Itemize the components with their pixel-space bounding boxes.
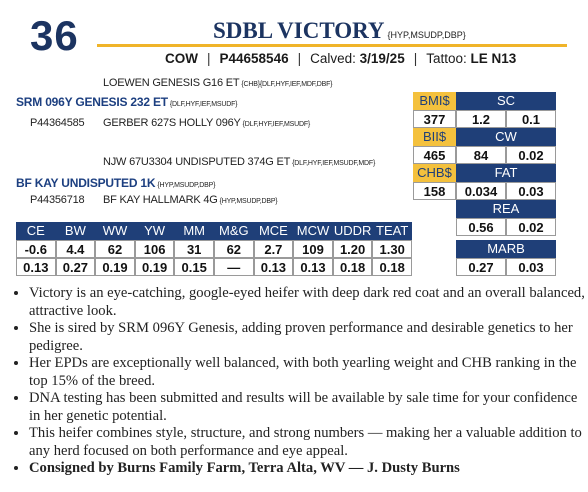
bullet: Her EPDs are exceptionally well balanced… (29, 355, 588, 390)
index-label: BMI$ (413, 92, 456, 110)
carcass-value: 0.03 (506, 182, 556, 200)
epd-value: 106 (134, 240, 175, 258)
index-value: 158 (413, 182, 456, 200)
tattoo: Tattoo: LE N13 (426, 51, 516, 66)
epd-header: UDDR (332, 222, 373, 240)
bullet: This heifer combines style, structure, a… (29, 425, 588, 460)
epd-value: -0.6 (16, 240, 56, 258)
epd-value: 4.4 (55, 240, 96, 258)
separator: | (297, 51, 302, 66)
epd-header: MCW (293, 222, 333, 240)
epd-header: CE (16, 222, 56, 240)
carcass-value: 0.56 (456, 218, 506, 236)
bullet: DNA testing has been submitted and resul… (29, 390, 588, 425)
separator: | (413, 51, 418, 66)
carcass-value: 0.27 (456, 258, 506, 276)
carcass-label: SC (456, 92, 556, 110)
registration: P44658546 (219, 51, 289, 66)
epd-accuracy: 0.18 (372, 258, 412, 276)
carcass-value: 0.02 (506, 218, 556, 236)
carcass-label: FAT (456, 164, 556, 182)
epd-header: M&G (214, 222, 254, 240)
epd-value: 1.30 (372, 240, 412, 258)
epd-value: 1.20 (332, 240, 373, 258)
name-suffix: {HYP,MSUDP,DBP} (387, 30, 466, 40)
epd-value: 31 (174, 240, 214, 258)
pedigree-entry: BF KAY HALLMARK 4G {HYP,MSUDP,DBP} (103, 194, 278, 206)
tags: {DLF,HYF,IEF,MSUDF} (169, 101, 238, 108)
name: SRM 096Y GENESIS 232 ET (16, 95, 168, 109)
carcass-value: 0.1 (506, 110, 556, 128)
epd-value: 109 (293, 240, 333, 258)
pedigree-entry: LOEWEN GENESIS G16 ET {CHB}{DLF,HYF,IEF,M… (103, 77, 332, 89)
epd-accuracy: 0.19 (134, 258, 175, 276)
epd-accuracy: 0.19 (95, 258, 135, 276)
carcass-value: 0.03 (506, 258, 556, 276)
tags: {DLF,HYF,IEF,MSUDF} (242, 121, 311, 128)
epd-header: TEAT (372, 222, 412, 240)
epd-accuracy: 0.27 (55, 258, 96, 276)
calved: Calved: 3/19/25 (310, 51, 405, 66)
epd-header: MCE (253, 222, 294, 240)
epd-header: YW (134, 222, 175, 240)
carcass-value: 84 (456, 146, 506, 164)
carcass-value: 1.2 (456, 110, 506, 128)
tattoo-value: LE N13 (470, 51, 517, 66)
calved-label: Calved: (310, 51, 356, 66)
title-rule (97, 44, 567, 47)
pedigree-entry: NJW 67U3304 UNDISPUTED 374G ET {DLF,HYF,I… (103, 156, 375, 168)
bullet: Victory is an eye-catching, google-eyed … (29, 285, 588, 320)
epd-accuracy: 0.13 (293, 258, 333, 276)
pedigree-entry: GERBER 627S HOLLY 096Y {DLF,HYF,IEF,MSUDF… (103, 117, 310, 129)
lot-number: 36 (30, 12, 79, 59)
index-label: CHB$ (413, 164, 456, 182)
epd-accuracy: 0.13 (253, 258, 294, 276)
calved-date: 3/19/25 (359, 51, 405, 66)
name: NJW 67U3304 UNDISPUTED 374G ET (103, 156, 291, 168)
registration: P44364585 (30, 117, 85, 129)
carcass-value: 0.02 (506, 146, 556, 164)
tattoo-label: Tattoo: (426, 51, 467, 66)
pedigree-entry: BF KAY UNDISPUTED 1K {HYP,MSUDP,DBP} (16, 176, 215, 190)
info-line: COW | P44658546 | Calved: 3/19/25 | Tattoo:… (165, 51, 516, 66)
index-value: 377 (413, 110, 456, 128)
carcass-value: 0.034 (456, 182, 506, 200)
animal-name: SDBL VICTORY {HYP,MSUDP,DBP} (213, 18, 466, 44)
name: LOEWEN GENESIS G16 ET (103, 77, 240, 89)
epd-accuracy: — (214, 258, 254, 276)
carcass-label: CW (456, 128, 556, 146)
tags: {CHB}{DLF,HYF,IEF,MDF,DBF} (241, 81, 333, 88)
registration: P44356718 (30, 194, 85, 206)
tags: {HYP,MSUDP,DBP} (219, 198, 278, 205)
name: GERBER 627S HOLLY 096Y (103, 117, 241, 129)
epd-header: WW (95, 222, 135, 240)
tags: {DLF,HYF,IEF,MSUDF,MDF} (292, 160, 376, 167)
description-list: Victory is an eye-catching, google-eyed … (0, 285, 588, 478)
name: BF KAY HALLMARK 4G (103, 194, 218, 206)
index-label: BII$ (413, 128, 456, 146)
epd-value: 2.7 (253, 240, 294, 258)
carcass-label: REA (456, 200, 556, 218)
pedigree-entry: SRM 096Y GENESIS 232 ET {DLF,HYF,IEF,MSUD… (16, 95, 238, 109)
bullet: She is sired by SRM 096Y Genesis, adding… (29, 320, 588, 355)
sex: COW (165, 51, 198, 66)
epd-accuracy: 0.13 (16, 258, 56, 276)
epd-accuracy: 0.18 (332, 258, 373, 276)
carcass-label: MARB (456, 240, 556, 258)
name: SDBL VICTORY (213, 18, 385, 43)
name: BF KAY UNDISPUTED 1K (16, 176, 156, 190)
epd-accuracy: 0.15 (174, 258, 214, 276)
tags: {HYP,MSUDP,DBP} (157, 182, 216, 189)
epd-value: 62 (214, 240, 254, 258)
epd-header: MM (174, 222, 214, 240)
bullet: Consigned by Burns Family Farm, Terra Al… (29, 460, 588, 478)
epd-header: BW (55, 222, 96, 240)
separator: | (207, 51, 211, 66)
epd-value: 62 (95, 240, 135, 258)
index-value: 465 (413, 146, 456, 164)
